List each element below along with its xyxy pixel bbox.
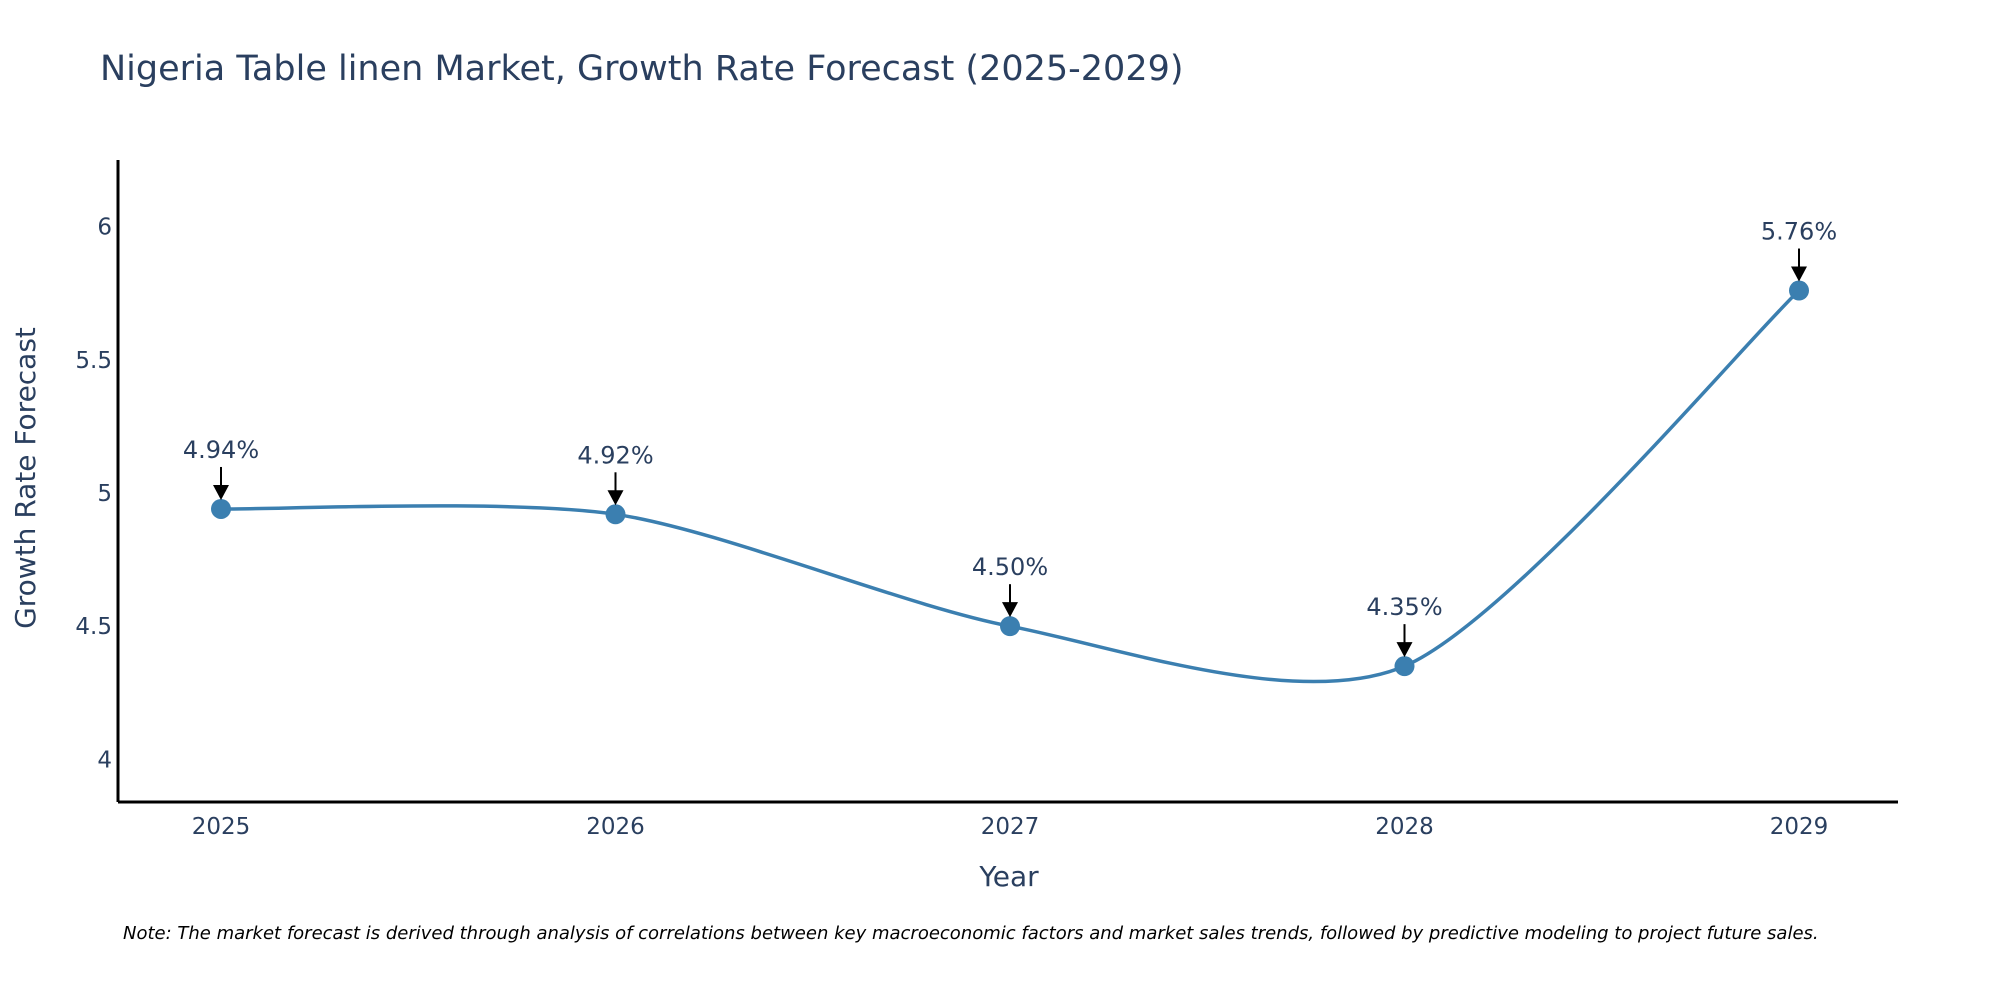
- chart-title: Nigeria Table linen Market, Growth Rate …: [100, 49, 1184, 89]
- annotation-arrow-head: [1002, 602, 1018, 618]
- data-point: [1789, 280, 1809, 301]
- annotation-arrow-head: [213, 484, 229, 500]
- y-tick-label: 4.5: [75, 614, 112, 640]
- y-axis-ticks: 4 4.5 5 5.5 6: [75, 215, 112, 774]
- data-label: 4.50%: [972, 553, 1048, 581]
- annotation-arrow-head: [1791, 266, 1807, 282]
- data-annotations: 4.94% 4.92% 4.50% 4.35% 5.76%: [183, 218, 1837, 658]
- data-label: 4.94%: [183, 436, 259, 464]
- x-tick-label: 2025: [192, 814, 251, 840]
- x-tick-label: 2027: [981, 814, 1040, 840]
- data-label: 5.76%: [1761, 218, 1837, 246]
- y-tick-label: 5: [97, 481, 112, 507]
- y-tick-label: 5.5: [75, 348, 112, 374]
- data-point: [1000, 616, 1020, 637]
- data-point: [211, 498, 231, 519]
- data-point: [605, 504, 626, 525]
- data-points: [211, 280, 1809, 677]
- y-tick-label: 6: [97, 215, 112, 241]
- x-axis-title: Year: [978, 860, 1039, 893]
- data-label: 4.92%: [577, 441, 653, 469]
- data-point: [1394, 656, 1415, 677]
- y-axis-title: Growth Rate Forecast: [9, 327, 42, 629]
- series-line: [220, 289, 1801, 684]
- x-tick-label: 2028: [1375, 814, 1434, 840]
- x-axis-ticks: 2025 2026 2027 2028 2029: [192, 814, 1829, 840]
- annotation-arrow-head: [1396, 642, 1413, 658]
- x-tick-label: 2029: [1770, 814, 1829, 840]
- footnote: Note: The market forecast is derived thr…: [123, 923, 1819, 944]
- x-tick-label: 2026: [586, 814, 645, 840]
- y-tick-label: 4: [97, 747, 112, 773]
- data-label: 4.35%: [1366, 593, 1442, 621]
- annotation-arrow-head: [607, 490, 624, 506]
